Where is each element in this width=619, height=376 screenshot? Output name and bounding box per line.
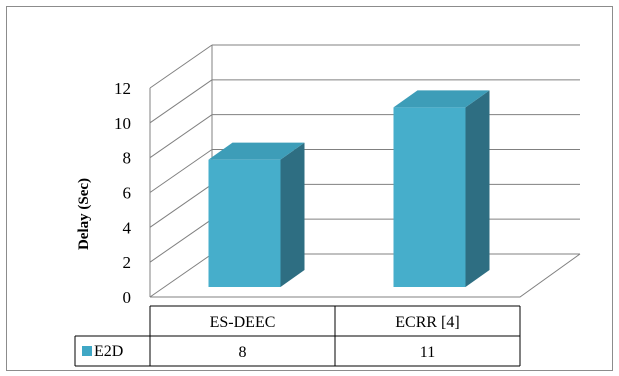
bar bbox=[393, 107, 466, 288]
y-tick-label: 0 bbox=[123, 288, 132, 307]
gridline-diagonal bbox=[149, 218, 213, 263]
bar-side bbox=[280, 142, 305, 287]
y-axis-label: Delay (Sec) bbox=[76, 178, 92, 250]
legend-label: E2D bbox=[94, 343, 123, 360]
legend-key bbox=[82, 346, 92, 356]
data-label: 8 bbox=[239, 344, 247, 361]
gridline-diagonal bbox=[149, 253, 213, 298]
y-tick-label: 8 bbox=[123, 149, 132, 168]
y-tick-label: 4 bbox=[123, 218, 132, 237]
gridline-diagonal bbox=[149, 183, 213, 228]
chart-border bbox=[6, 6, 613, 371]
bar-top bbox=[208, 142, 305, 160]
gridline-diagonal bbox=[149, 149, 213, 193]
category-label: ES-DEEC bbox=[210, 314, 276, 331]
bar bbox=[208, 159, 281, 287]
y-axis-ticks: 0 2 4 6 8 10 12 bbox=[114, 79, 132, 307]
bar-side bbox=[465, 90, 490, 288]
y-tick-label: 12 bbox=[114, 79, 131, 98]
gridline-diagonal bbox=[149, 44, 213, 89]
y-tick-label: 2 bbox=[123, 253, 132, 272]
bars bbox=[208, 90, 490, 288]
y-tick-label: 10 bbox=[114, 114, 131, 133]
bar-top bbox=[393, 90, 490, 108]
gridline-diagonal bbox=[149, 114, 213, 159]
y-tick-label: 6 bbox=[123, 184, 132, 203]
floor-edge bbox=[150, 253, 581, 298]
category-label: ECRR [4] bbox=[395, 314, 459, 331]
data-table: ES-DEEC ECRR [4] 8 11 E2D bbox=[74, 305, 521, 367]
gridline-diagonal bbox=[149, 79, 213, 124]
data-label: 11 bbox=[420, 344, 435, 361]
